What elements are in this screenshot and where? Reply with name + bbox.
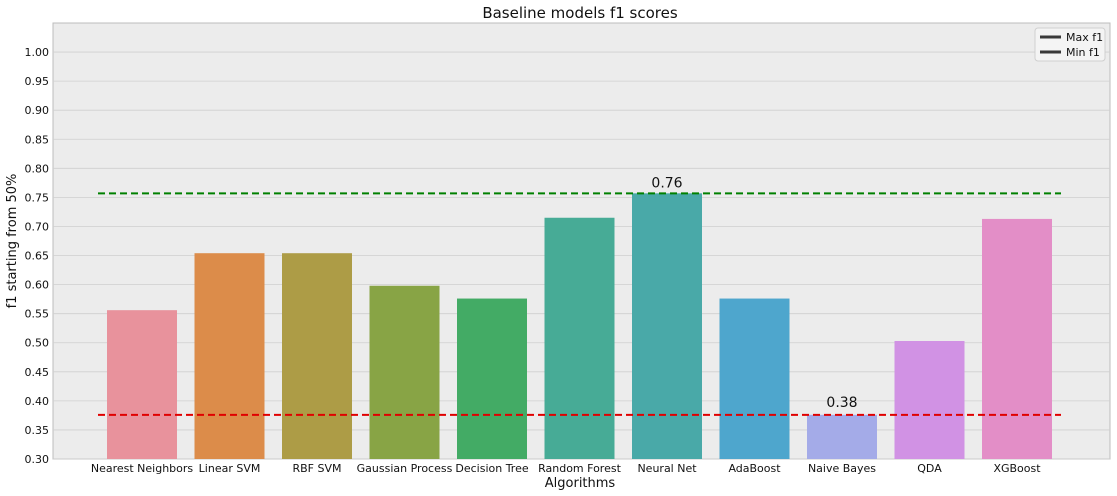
x-tick-label: Linear SVM [199,462,261,475]
y-tick-label: 0.60 [25,279,50,292]
legend-min-label: Min f1 [1066,46,1100,59]
max-f1-annotation: 0.76 [651,175,682,191]
bar [282,253,352,459]
y-tick-label: 0.40 [25,395,50,408]
x-tick-label: QDA [917,462,942,475]
x-tick-label: Gaussian Process [357,462,453,475]
annotations: 0.76 0.38 [651,175,857,410]
y-tick-label: 0.95 [25,75,50,88]
x-tick-label: Decision Tree [455,462,528,475]
reference-lines [98,192,1061,416]
x-tick-label: Random Forest [538,462,621,475]
y-tick-label: 0.80 [25,162,50,175]
bar [544,217,615,459]
x-tick-label: RBF SVM [292,462,341,475]
bar [807,414,877,459]
y-tick-label: 0.35 [25,424,50,437]
y-tick-label: 0.75 [25,191,50,204]
x-tick-label: Neural Net [637,462,697,475]
bar [457,298,527,459]
bar [107,310,177,459]
bar [632,193,702,459]
x-tick-label: XGBoost [993,462,1041,475]
min-f1-annotation: 0.38 [826,395,857,411]
x-axis-label: Algorithms [545,476,616,491]
y-tick-label: 0.45 [25,366,50,379]
legend-max-label: Max f1 [1066,31,1103,44]
y-tick-label: 0.85 [25,133,50,146]
legend: Max f1 Min f1 [1034,27,1106,62]
y-tick-label: 0.50 [25,337,50,350]
bar [194,253,265,459]
x-tick-label: AdaBoost [728,462,781,475]
bar [719,298,790,459]
x-tick-label: Nearest Neighbors [91,462,194,475]
y-tick-label: 0.55 [25,308,50,321]
y-tick-label: 0.70 [25,220,50,233]
bars [107,193,1052,459]
bar [894,340,965,459]
y-tick-label: 0.30 [25,453,50,466]
y-axis-label: f1 starting from 50% [5,174,20,309]
y-tick-label: 0.65 [25,250,50,263]
bar [369,285,440,459]
chart-title: Baseline models f1 scores [482,4,678,22]
x-tick-label: Naive Bayes [808,462,876,475]
x-tick-labels: Nearest Neighbors Linear SVM RBF SVM Gaussi… [91,462,1041,475]
y-tick-label: 1.00 [25,46,50,59]
y-tick-label: 0.90 [25,104,50,117]
bar [982,218,1052,459]
y-tick-labels: 0.30 0.35 0.40 0.45 0.50 0.55 0.60 0.65 0.70 0.75… [25,46,50,466]
